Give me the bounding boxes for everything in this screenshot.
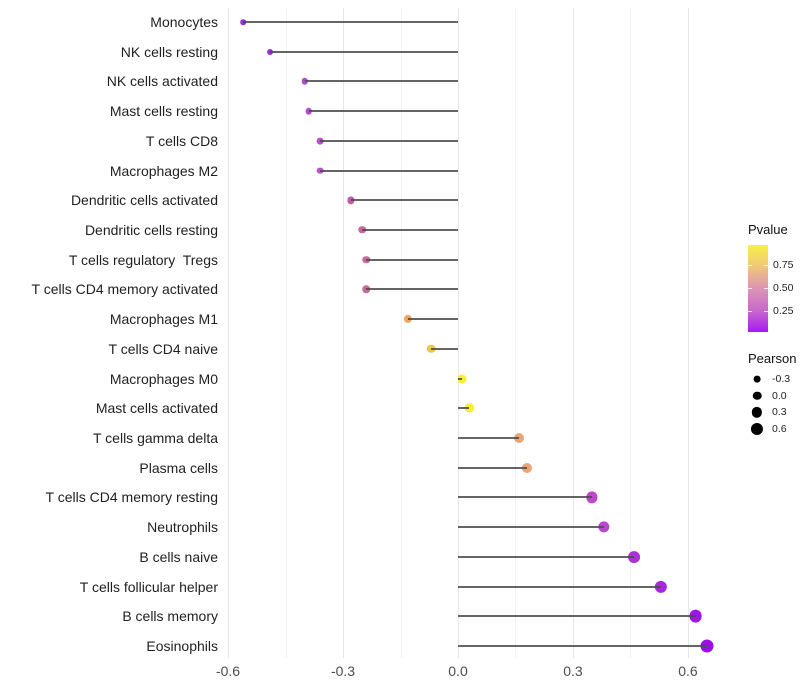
stem [320, 139, 458, 142]
x-tick-label: 0.3 [563, 663, 583, 679]
stem [431, 347, 458, 350]
category-label: Eosinophils [146, 637, 218, 654]
dot [514, 432, 525, 443]
gridline-major [228, 8, 230, 658]
dot [689, 609, 703, 623]
pearson-legend-dot [753, 375, 761, 383]
pearson-legend-dot [751, 407, 763, 418]
x-tick-label: -0.3 [330, 663, 356, 679]
category-label: B cells naive [139, 548, 218, 565]
pvalue-tick-dash [764, 288, 768, 289]
category-label: Macrophages M0 [109, 370, 218, 387]
pearson-legend-label: 0.3 [772, 406, 787, 419]
dot [586, 491, 598, 503]
category-label: T cells CD4 memory activated [31, 281, 218, 298]
category-label: T cells gamma delta [92, 429, 218, 446]
category-label: Neutrophils [147, 519, 218, 536]
stem [458, 436, 520, 439]
stem [350, 199, 458, 202]
pearson-legend-label: -0.3 [772, 373, 791, 385]
gridline-major [687, 8, 689, 658]
dot [521, 462, 533, 473]
pvalue-tick-label: 0.25 [773, 305, 794, 317]
stem [458, 585, 662, 588]
pvalue-gradient-bar [748, 245, 768, 332]
category-label: T cells regulatory Tregs [68, 251, 218, 268]
dot [628, 550, 641, 563]
stem [320, 169, 458, 172]
stem [362, 228, 458, 231]
category-label: Mast cells activated [95, 400, 218, 417]
pearson-legend-title: Pearson [748, 351, 797, 366]
stem [408, 318, 458, 321]
pvalue-tick-label: 0.50 [773, 282, 794, 294]
stem [308, 110, 458, 113]
gridline-minor [400, 8, 402, 658]
stem [458, 496, 593, 499]
pearson-legend-label: 0.6 [772, 423, 787, 436]
stem [366, 288, 458, 291]
pvalue-tick-dash [748, 265, 752, 266]
stem [458, 377, 462, 380]
gridline-major [572, 8, 574, 658]
stem [458, 615, 696, 618]
stem [270, 50, 458, 53]
pvalue-legend-title: Pvalue [748, 222, 788, 237]
category-label: NK cells resting [120, 43, 218, 60]
dot [457, 374, 467, 384]
category-label: T cells follicular helper [79, 578, 218, 595]
pvalue-tick-dash [748, 288, 752, 289]
stem [304, 80, 458, 83]
category-label: Macrophages M1 [109, 311, 218, 328]
dot [700, 639, 714, 653]
pvalue-tick-dash [764, 265, 768, 266]
x-tick-label: -0.6 [215, 663, 241, 679]
category-label: T cells CD4 memory resting [45, 489, 218, 506]
stem [458, 407, 470, 410]
category-label: NK cells activated [106, 73, 218, 90]
category-label: Plasma cells [139, 459, 218, 476]
category-label: B cells memory [122, 608, 218, 625]
category-label: T cells CD4 naive [108, 340, 218, 357]
stem [458, 555, 635, 558]
category-label: Dendritic cells resting [84, 221, 218, 238]
dot [655, 580, 668, 593]
gridline-major [343, 8, 344, 658]
pearson-legend-label: 0.0 [772, 389, 787, 402]
stem [458, 644, 708, 647]
gridline-major [458, 8, 459, 658]
dot [597, 521, 610, 533]
gridline-minor [630, 8, 632, 658]
category-label: Mast cells resting [109, 103, 218, 120]
category-label: T cells CD8 [145, 132, 218, 149]
gridline-minor [515, 8, 517, 658]
category-label: Dendritic cells activated [70, 192, 218, 209]
stem [458, 466, 527, 469]
pearson-legend-dot [752, 391, 762, 400]
gridline-minor [285, 8, 287, 658]
pvalue-tick-dash [764, 311, 768, 312]
x-tick-label: 0.0 [448, 663, 468, 679]
pvalue-tick-dash [748, 311, 752, 312]
stem [458, 526, 604, 529]
category-label: Monocytes [150, 14, 218, 30]
dot [464, 403, 475, 413]
stem [243, 21, 458, 23]
x-tick-label: 0.6 [678, 663, 698, 679]
category-label: Macrophages M2 [109, 162, 218, 179]
pvalue-tick-label: 0.75 [773, 259, 794, 271]
stem [366, 258, 458, 261]
pearson-legend-dot [750, 423, 764, 436]
